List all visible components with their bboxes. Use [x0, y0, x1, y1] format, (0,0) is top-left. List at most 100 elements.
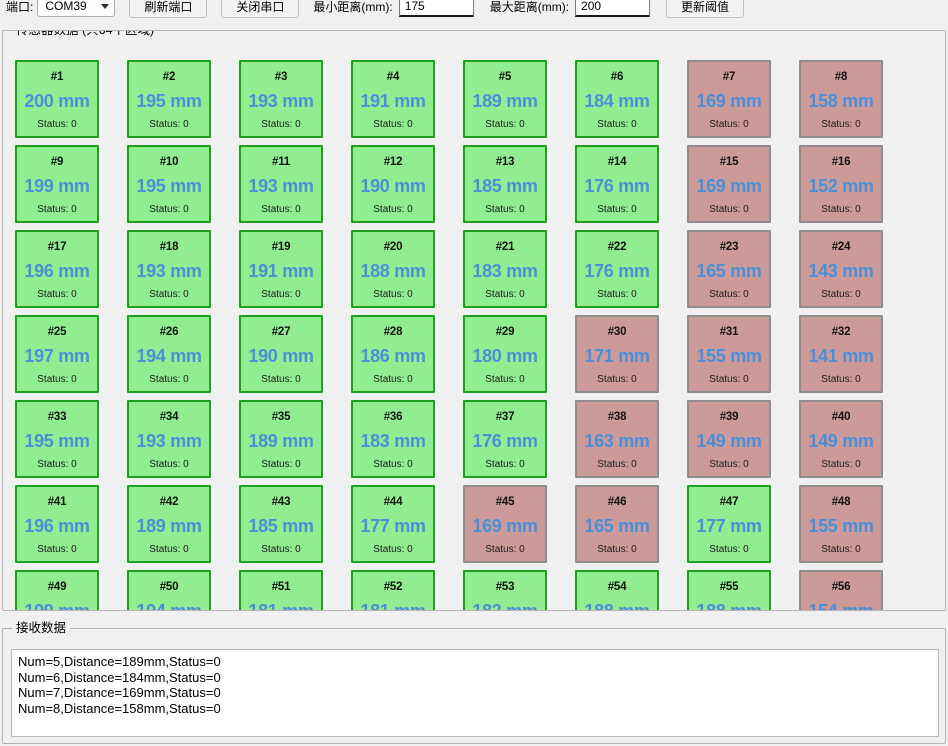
sensor-cell[interactable]: #27 190 mm Status: 0	[239, 315, 323, 393]
sensor-cell[interactable]: #18 193 mm Status: 0	[127, 230, 211, 308]
sensor-cell[interactable]: #9 199 mm Status: 0	[15, 145, 99, 223]
max-distance-input[interactable]: 200	[575, 0, 651, 17]
sensor-cell[interactable]: #13 185 mm Status: 0	[463, 145, 547, 223]
receive-log-line: Num=5,Distance=189mm,Status=0	[18, 654, 221, 669]
sensor-cell-distance: 195 mm	[136, 91, 202, 111]
sensor-cell[interactable]: #32 141 mm Status: 0	[799, 315, 883, 393]
sensor-cell-id: #19	[271, 241, 291, 253]
sensor-cell-distance: 195 mm	[24, 431, 90, 451]
sensor-cell-status: Status: 0	[261, 119, 301, 130]
sensor-cell[interactable]: #17 196 mm Status: 0	[15, 230, 99, 308]
sensor-cell[interactable]: #6 184 mm Status: 0	[575, 60, 659, 138]
sensor-cell-distance: 199 mm	[24, 176, 90, 196]
sensor-cell-id: #40	[831, 411, 851, 423]
sensor-cell-id: #11	[272, 156, 290, 168]
sensor-cell[interactable]: #41 196 mm Status: 0	[15, 485, 99, 563]
sensor-cell-distance: 143 mm	[808, 261, 874, 281]
sensor-cell[interactable]: #46 165 mm Status: 0	[575, 485, 659, 563]
sensor-cell-id: #14	[607, 156, 627, 168]
sensor-cell[interactable]: #47 177 mm Status: 0	[687, 485, 771, 563]
sensor-cell-id: #8	[834, 71, 848, 83]
sensor-cell[interactable]: #30 171 mm Status: 0	[575, 315, 659, 393]
port-select[interactable]: COM39	[37, 0, 116, 17]
sensor-cell-distance: 197 mm	[24, 346, 90, 366]
sensor-cell[interactable]: #43 185 mm Status: 0	[239, 485, 323, 563]
sensor-cell-status: Status: 0	[485, 459, 525, 470]
sensor-cell[interactable]: #4 191 mm Status: 0	[351, 60, 435, 138]
sensor-cell-distance: 169 mm	[472, 516, 538, 536]
sensor-cell-id: #30	[607, 326, 627, 338]
sensor-cell[interactable]: #25 197 mm Status: 0	[15, 315, 99, 393]
sensor-cell[interactable]: #35 189 mm Status: 0	[239, 400, 323, 478]
sensor-cell[interactable]: #48 155 mm Status: 0	[799, 485, 883, 563]
chevron-down-icon	[101, 4, 110, 9]
sensor-cell[interactable]: #44 177 mm Status: 0	[351, 485, 435, 563]
sensor-cell-status: Status: 0	[485, 289, 525, 300]
sensor-cell[interactable]: #45 169 mm Status: 0	[463, 485, 547, 563]
sensor-cell-status: Status: 0	[149, 289, 189, 300]
sensor-cell[interactable]: #22 176 mm Status: 0	[575, 230, 659, 308]
sensor-cell-status: Status: 0	[709, 544, 749, 555]
sensor-cell[interactable]: #7 169 mm Status: 0	[687, 60, 771, 138]
sensor-cell[interactable]: #16 152 mm Status: 0	[799, 145, 883, 223]
sensor-cell-id: #37	[495, 411, 515, 423]
receive-log[interactable]: Num=5,Distance=189mm,Status=0 Num=6,Dista…	[11, 649, 939, 737]
sensor-cell-id: #18	[159, 241, 179, 253]
sensor-cell[interactable]: #33 195 mm Status: 0	[15, 400, 99, 478]
sensor-cell[interactable]: #12 190 mm Status: 0	[351, 145, 435, 223]
min-distance-input[interactable]: 175	[398, 0, 474, 17]
sensor-cell[interactable]: #31 155 mm Status: 0	[687, 315, 771, 393]
sensor-cell[interactable]: #26 194 mm Status: 0	[127, 315, 211, 393]
sensor-cell[interactable]: #24 143 mm Status: 0	[799, 230, 883, 308]
sensor-cell-id: #31	[719, 326, 739, 338]
sensor-cell[interactable]: #42 189 mm Status: 0	[127, 485, 211, 563]
sensor-cell-status: Status: 0	[709, 204, 749, 215]
sensor-cell[interactable]: #28 186 mm Status: 0	[351, 315, 435, 393]
sensor-cell-distance: 155 mm	[808, 516, 874, 536]
sensor-cell-distance: 165 mm	[696, 261, 762, 281]
sensor-cell[interactable]: #15 169 mm Status: 0	[687, 145, 771, 223]
sensor-cell[interactable]: #8 158 mm Status: 0	[799, 60, 883, 138]
sensor-cell-id: #7	[722, 71, 736, 83]
sensor-cell-id: #20	[383, 241, 403, 253]
sensor-cell[interactable]: #39 149 mm Status: 0	[687, 400, 771, 478]
sensor-cell-id: #45	[495, 496, 515, 508]
sensor-cell[interactable]: #19 191 mm Status: 0	[239, 230, 323, 308]
sensor-cell[interactable]: #2 195 mm Status: 0	[127, 60, 211, 138]
sensor-cell[interactable]: #38 163 mm Status: 0	[575, 400, 659, 478]
sensor-cell[interactable]: #20 188 mm Status: 0	[351, 230, 435, 308]
sensor-cell[interactable]: #36 183 mm Status: 0	[351, 400, 435, 478]
sensor-cell[interactable]: #29 180 mm Status: 0	[463, 315, 547, 393]
sensor-cell-distance: 188 mm	[584, 601, 650, 611]
sensor-cell-distance: 181 mm	[360, 601, 426, 611]
sensor-cell-distance: 184 mm	[584, 91, 650, 111]
sensor-cell-status: Status: 0	[821, 119, 861, 130]
sensor-cell[interactable]: #21 183 mm Status: 0	[463, 230, 547, 308]
sensor-cell-status: Status: 0	[37, 204, 77, 215]
update-threshold-button[interactable]: 更新阈值	[666, 0, 745, 18]
sensor-cell[interactable]: #14 176 mm Status: 0	[575, 145, 659, 223]
sensor-cell[interactable]: #37 176 mm Status: 0	[463, 400, 547, 478]
sensor-cell[interactable]: #23 165 mm Status: 0	[687, 230, 771, 308]
sensor-cell-distance: 199 mm	[24, 601, 90, 611]
refresh-port-button[interactable]: 刷新端口	[129, 0, 208, 18]
sensor-cell[interactable]: #40 149 mm Status: 0	[799, 400, 883, 478]
sensor-cell[interactable]: #34 193 mm Status: 0	[127, 400, 211, 478]
sensor-cell[interactable]: #5 189 mm Status: 0	[463, 60, 547, 138]
sensor-cell[interactable]: #11 193 mm Status: 0	[239, 145, 323, 223]
sensor-cell-distance: 176 mm	[584, 261, 650, 281]
close-port-button[interactable]: 关闭串口	[221, 0, 300, 18]
sensor-cell-distance: 196 mm	[24, 516, 90, 536]
sensor-cell[interactable]: #1 200 mm Status: 0	[15, 60, 99, 138]
sensor-cell[interactable]: #10 195 mm Status: 0	[127, 145, 211, 223]
sensor-cell[interactable]: #3 193 mm Status: 0	[239, 60, 323, 138]
sensor-cell-distance: 169 mm	[696, 176, 762, 196]
